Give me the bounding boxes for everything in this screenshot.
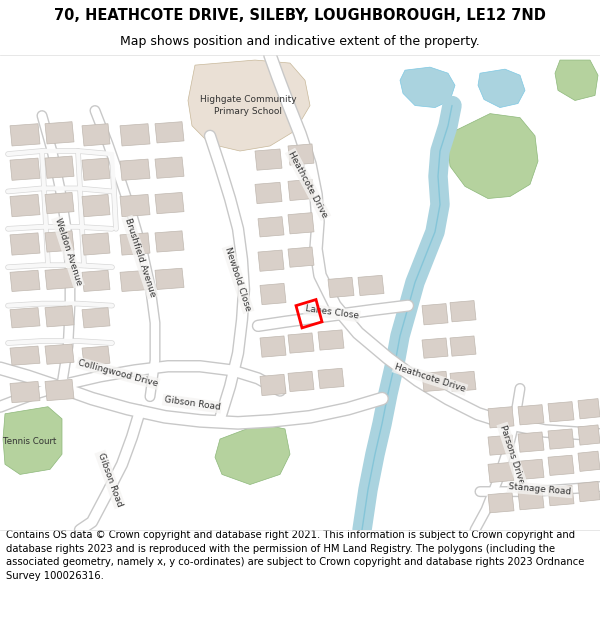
Text: Contains OS data © Crown copyright and database right 2021. This information is : Contains OS data © Crown copyright and d… xyxy=(6,530,584,581)
Polygon shape xyxy=(328,278,354,298)
Polygon shape xyxy=(318,330,344,350)
Text: Heathcote Drive: Heathcote Drive xyxy=(287,149,329,219)
Polygon shape xyxy=(422,304,448,325)
Polygon shape xyxy=(548,402,574,422)
Polygon shape xyxy=(45,156,74,178)
Polygon shape xyxy=(155,122,184,143)
Text: Map shows position and indicative extent of the property.: Map shows position and indicative extent… xyxy=(120,35,480,48)
Polygon shape xyxy=(82,270,110,291)
Polygon shape xyxy=(45,231,74,252)
Polygon shape xyxy=(10,233,40,255)
Polygon shape xyxy=(120,194,150,217)
Polygon shape xyxy=(548,486,574,506)
Polygon shape xyxy=(10,270,40,291)
Polygon shape xyxy=(358,276,384,296)
Text: Heathcote Drive: Heathcote Drive xyxy=(394,362,467,394)
Polygon shape xyxy=(10,158,40,181)
Polygon shape xyxy=(188,60,310,151)
Polygon shape xyxy=(45,344,74,364)
Text: Collingwood Drive: Collingwood Drive xyxy=(77,358,159,388)
Text: Newbold Close: Newbold Close xyxy=(223,246,253,312)
Polygon shape xyxy=(518,489,544,510)
Polygon shape xyxy=(120,270,150,291)
Polygon shape xyxy=(488,407,514,428)
Polygon shape xyxy=(548,455,574,476)
Polygon shape xyxy=(578,425,600,445)
Polygon shape xyxy=(518,404,544,425)
Polygon shape xyxy=(260,283,286,304)
Polygon shape xyxy=(288,333,314,353)
Polygon shape xyxy=(10,194,40,217)
Polygon shape xyxy=(120,233,150,255)
Polygon shape xyxy=(10,124,40,146)
Polygon shape xyxy=(450,301,476,322)
Polygon shape xyxy=(578,399,600,419)
Polygon shape xyxy=(120,159,150,181)
Polygon shape xyxy=(255,149,282,170)
Polygon shape xyxy=(578,481,600,502)
Polygon shape xyxy=(260,336,286,357)
Polygon shape xyxy=(518,459,544,479)
Polygon shape xyxy=(518,432,544,452)
Polygon shape xyxy=(488,492,514,513)
Polygon shape xyxy=(82,308,110,328)
Polygon shape xyxy=(478,69,525,108)
Polygon shape xyxy=(255,182,282,204)
Text: 70, HEATHCOTE DRIVE, SILEBY, LOUGHBOROUGH, LE12 7ND: 70, HEATHCOTE DRIVE, SILEBY, LOUGHBOROUG… xyxy=(54,8,546,23)
Polygon shape xyxy=(45,122,74,144)
Polygon shape xyxy=(82,158,110,181)
Polygon shape xyxy=(82,346,110,365)
Polygon shape xyxy=(578,451,600,471)
Polygon shape xyxy=(10,381,40,402)
Polygon shape xyxy=(488,435,514,455)
Polygon shape xyxy=(288,144,314,165)
Text: Stanage Road: Stanage Road xyxy=(508,482,572,497)
Polygon shape xyxy=(10,346,40,365)
Text: Lanes Close: Lanes Close xyxy=(305,304,359,321)
Text: Weldon Avenue: Weldon Avenue xyxy=(53,217,83,287)
Polygon shape xyxy=(155,231,184,252)
Polygon shape xyxy=(45,379,74,401)
Text: Highgate Community
Primary School: Highgate Community Primary School xyxy=(200,95,296,116)
Polygon shape xyxy=(82,124,110,146)
Polygon shape xyxy=(258,217,284,237)
Polygon shape xyxy=(555,60,598,101)
Polygon shape xyxy=(422,371,448,391)
Polygon shape xyxy=(258,250,284,271)
Polygon shape xyxy=(288,213,314,234)
Text: Parsons Drive: Parsons Drive xyxy=(498,423,526,485)
Polygon shape xyxy=(3,407,62,474)
Polygon shape xyxy=(45,268,74,289)
Polygon shape xyxy=(288,247,314,268)
Polygon shape xyxy=(155,268,184,289)
Text: Tennis Court: Tennis Court xyxy=(4,437,56,446)
Text: Gibson Road: Gibson Road xyxy=(96,451,124,508)
Polygon shape xyxy=(215,424,290,484)
Polygon shape xyxy=(450,336,476,356)
Polygon shape xyxy=(10,308,40,328)
Polygon shape xyxy=(82,233,110,255)
Polygon shape xyxy=(288,371,314,391)
Polygon shape xyxy=(450,371,476,391)
Polygon shape xyxy=(548,429,574,449)
Text: Gibson Road: Gibson Road xyxy=(163,395,221,412)
Polygon shape xyxy=(488,462,514,482)
Polygon shape xyxy=(45,192,74,214)
Polygon shape xyxy=(155,192,184,214)
Polygon shape xyxy=(45,306,74,327)
Polygon shape xyxy=(82,194,110,217)
Polygon shape xyxy=(400,67,455,108)
Text: Brushfield Avenue: Brushfield Avenue xyxy=(123,216,157,298)
Polygon shape xyxy=(318,368,344,389)
Polygon shape xyxy=(448,114,538,199)
Polygon shape xyxy=(260,374,286,396)
Polygon shape xyxy=(120,124,150,146)
Polygon shape xyxy=(422,338,448,358)
Polygon shape xyxy=(288,179,314,201)
Polygon shape xyxy=(155,157,184,178)
